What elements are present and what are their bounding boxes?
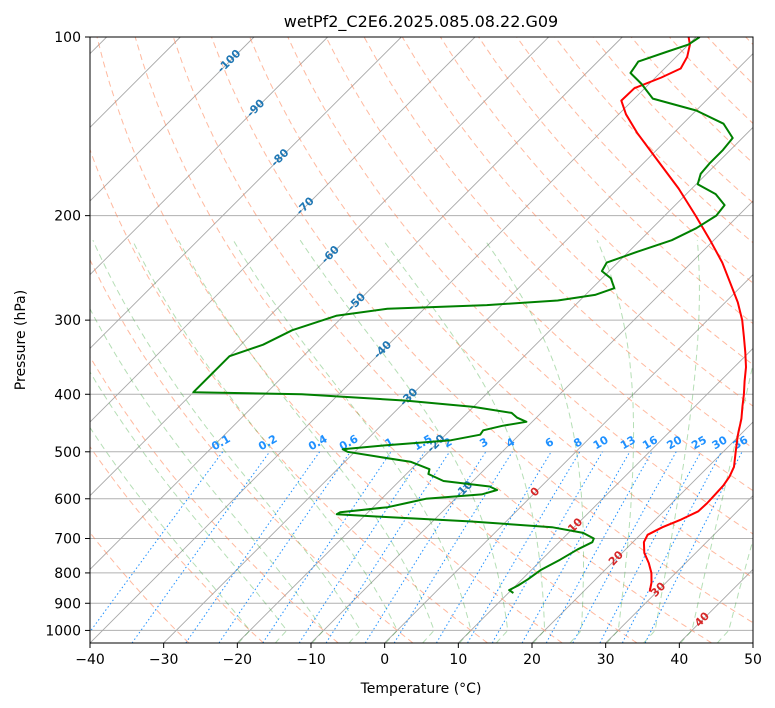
dry-adiabat: [90, 258, 414, 643]
moist-adiabat: [716, 538, 753, 643]
temperature-profile-line: [620, 37, 747, 592]
x-tick-label: −30: [149, 652, 179, 668]
dewpoint-profile-line: [192, 37, 734, 594]
plot-frame: [89, 36, 754, 644]
isotherm-line: [90, 37, 697, 643]
isotherm-line: [90, 37, 402, 349]
x-tick-label: 40: [670, 652, 688, 668]
mixing-ratio-line: [364, 451, 487, 643]
moist-adiabat: [131, 239, 398, 643]
mixing-ratio-line: [90, 451, 224, 633]
dry-adiabat: [325, 37, 753, 492]
mixing-ratio-line: [298, 451, 426, 643]
isotherm-line: [90, 37, 623, 570]
x-tick-label: 10: [449, 652, 467, 668]
y-tick-label: 500: [54, 445, 81, 461]
dry-adiabats: [90, 37, 753, 643]
isotherm-line: [90, 37, 328, 276]
isotherm-line: [384, 274, 753, 643]
y-tick-label: 700: [54, 532, 81, 548]
mixing-ratio-line: [435, 451, 552, 643]
isotherm-line: [90, 37, 476, 423]
x-tick-label: 30: [597, 652, 615, 668]
y-tick-label: 800: [54, 566, 81, 582]
dry-adiabat: [287, 37, 753, 535]
dry-adiabat: [249, 37, 753, 579]
y-tick-label: 200: [54, 209, 81, 225]
dry-adiabat: [211, 37, 753, 624]
x-tick-label: −40: [75, 652, 105, 668]
mixing-ratio-line: [325, 451, 451, 643]
mixing-ratio-line: [521, 451, 631, 643]
x-tick-label: −10: [296, 652, 326, 668]
moist-adiabats: [90, 239, 753, 643]
mixing-ratio-line: [572, 451, 677, 643]
x-tick-label: 50: [744, 652, 762, 668]
x-tick-label: 20: [523, 652, 541, 668]
isotherm-line: [605, 495, 753, 643]
y-axis-label: Pressure (hPa): [13, 290, 29, 390]
y-tick-label: 1000: [45, 623, 81, 639]
mixing-ratio-line: [545, 451, 653, 643]
x-tick-label: 0: [380, 652, 389, 668]
mixing-ratio-line: [131, 451, 271, 643]
moist-adiabat: [484, 239, 584, 643]
mixing-ratio-lines: [90, 451, 743, 643]
isotherm-line: [237, 126, 753, 643]
moist-adiabat: [680, 361, 753, 643]
mixing-ratio-line: [262, 451, 392, 643]
isotherm-line: [458, 347, 753, 643]
isotherm-grid: [90, 37, 753, 643]
y-tick-label: 900: [54, 596, 81, 612]
dry-adiabat: [96, 37, 563, 643]
dry-adiabat: [90, 355, 339, 643]
isotherm-line: [90, 37, 549, 497]
dry-adiabat: [134, 37, 638, 643]
chart-title: wetPf2_C2E6.2025.085.08.22.G09: [284, 12, 558, 32]
x-axis-label: Temperature (°C): [360, 681, 482, 697]
moist-adiabat: [92, 239, 362, 643]
y-tick-label: 400: [54, 387, 81, 403]
mixing-ratio-line: [599, 451, 702, 643]
moist-adiabat: [299, 239, 509, 643]
moist-adiabat: [382, 239, 546, 643]
y-tick-label: 600: [54, 492, 81, 508]
x-tick-label: −20: [223, 652, 253, 668]
moist-adiabat: [643, 240, 700, 643]
isotherm-line: [531, 421, 753, 643]
isotherm-line: [90, 37, 255, 202]
mixing-ratio-line: [644, 451, 743, 643]
sounding-series: [192, 37, 747, 594]
y-tick-label: 100: [54, 30, 81, 46]
axis-ticks: −40 −30 −20 −10 0 10 20 30 40 50 100 200 300 400 500 60…: [45, 30, 762, 668]
mixing-ratio-line: [218, 451, 351, 643]
moist-adiabat: [177, 239, 435, 643]
dry-adiabat: [172, 37, 712, 643]
dry-adiabat: [90, 445, 264, 643]
moist-adiabat: [596, 239, 635, 643]
mixing-ratio-line: [185, 451, 321, 643]
isotherm-line: [163, 53, 753, 643]
dry-adiabat: [516, 37, 753, 284]
moist-adiabat: [232, 239, 472, 643]
y-tick-label: 300: [54, 313, 81, 329]
